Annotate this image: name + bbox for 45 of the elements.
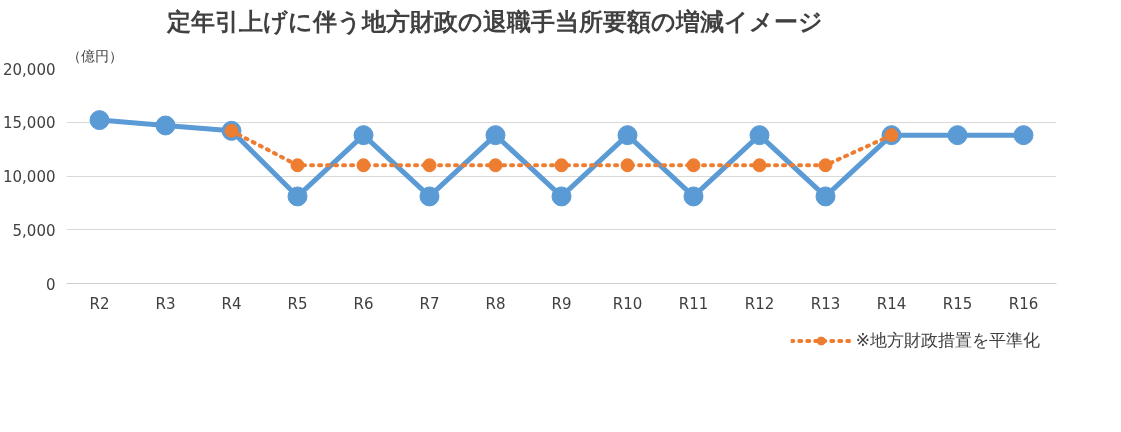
x-tick-label: R6 [353,294,374,313]
chart-title: 定年引上げに伴う地方財政の退職手当所要額の増減イメージ [165,7,823,36]
point [353,125,374,146]
x-tick-label: R11 [678,294,709,313]
point [947,125,968,146]
x-tick-label: R16 [1008,294,1039,313]
point [287,186,308,207]
x-tick-label: R9 [551,294,572,313]
point [686,158,701,173]
x-tick-label: R4 [221,294,242,313]
point [290,158,305,173]
point [620,158,635,173]
legend-label: ※地方財政措置を平準化 [855,328,1040,352]
y-tick-label: 0 [45,275,56,294]
point [551,186,572,207]
x-tick-label: R15 [942,294,973,313]
point [749,125,770,146]
y-tick-label: 20,000 [3,60,56,79]
x-tick-label: R10 [612,294,643,313]
point [356,158,371,173]
x-tick-label: R14 [876,294,907,313]
point [488,158,503,173]
x-tick-label: R12 [744,294,775,313]
point [155,115,176,136]
point [422,158,437,173]
x-tick-label: R7 [419,294,440,313]
y-tick-label: 10,000 [3,168,56,186]
y-axis-title: （億円） [66,47,123,64]
x-tick-label: R8 [485,294,506,313]
point [752,158,767,173]
point [554,158,569,173]
x-tick-label: R5 [287,294,308,313]
point [1013,125,1034,146]
point [485,125,506,146]
point [683,186,704,207]
y-tick-label: 5,000 [12,221,56,240]
y-tick-label: 15,000 [3,114,56,133]
x-tick-label: R13 [810,294,841,313]
point [818,158,833,173]
point [89,110,110,131]
point [617,125,638,146]
x-tick-label: R2 [89,294,110,313]
point [419,186,440,207]
point [815,186,836,207]
x-tick-label: R3 [155,294,176,313]
